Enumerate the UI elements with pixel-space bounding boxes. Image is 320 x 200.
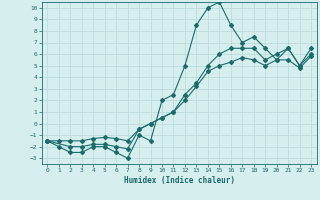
X-axis label: Humidex (Indice chaleur): Humidex (Indice chaleur) bbox=[124, 176, 235, 185]
